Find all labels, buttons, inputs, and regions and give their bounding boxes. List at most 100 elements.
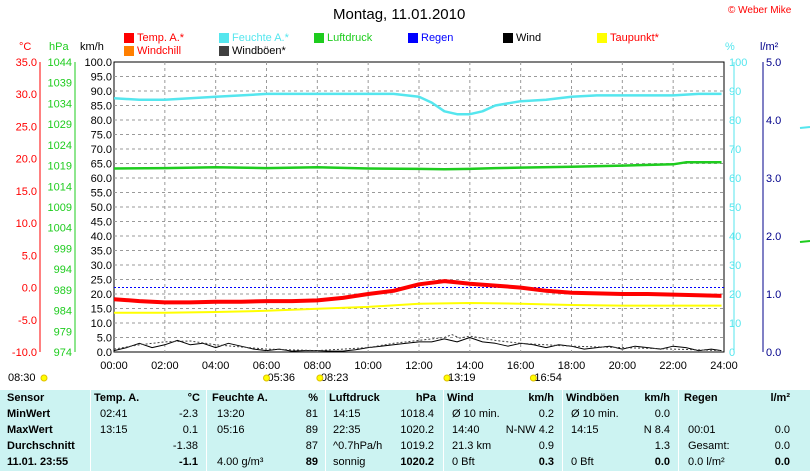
table-row-label: Durchschnitt (7, 440, 75, 452)
table-cell: 14:15 (571, 424, 599, 436)
rain-tick-label: 5.0 (766, 57, 781, 69)
temp-tick-label: 30.0 (16, 89, 37, 101)
table-header: km/h (644, 392, 670, 404)
sun-marker-icon (40, 374, 48, 382)
legend-swatch (408, 33, 418, 43)
wind-tick-label: 25.0 (91, 275, 112, 287)
table-header: Windböen (566, 392, 620, 404)
table-cell: 87 (305, 440, 318, 452)
pressure-tick-label: 1014 (48, 181, 72, 193)
legend-swatch (314, 33, 324, 43)
table-cell: 0 Bft (571, 456, 594, 468)
temp-tick-label: 35.0 (16, 57, 37, 69)
x-tick-label: 04:00 (202, 360, 230, 372)
temp-tick-label: 10.0 (16, 218, 37, 230)
series-line-wind (113, 337, 722, 352)
series-line-luftdruck (113, 161, 722, 171)
marker-time-label: 08:23 (321, 372, 349, 384)
table-header: l/m² (770, 392, 790, 404)
table-cell: 89 (305, 456, 318, 468)
sun-marker-icon (443, 374, 451, 382)
legend-label: Feuchte A.* (232, 32, 289, 44)
table-row-label: MinWert (7, 408, 51, 420)
sun-marker-icon (529, 374, 537, 382)
humidity-tick-label: 70 (729, 144, 741, 156)
wind-tick-label: 10.0 (91, 318, 112, 330)
table-divider (90, 390, 91, 471)
temp-tick-label: 20.0 (16, 154, 37, 166)
rain-tick-label: 3.0 (766, 173, 781, 185)
pressure-tick-label: 1004 (48, 223, 72, 235)
legend-item: Feuchte A.* (219, 32, 289, 44)
humidity-tick-label: 30 (729, 260, 741, 272)
table-cell: 1020.2 (400, 424, 434, 436)
table-cell: 02:41 (100, 408, 128, 420)
marker-time-label: 05:36 (268, 372, 296, 384)
marker-time-label: 13:19 (448, 372, 476, 384)
table-cell: 0.2 (538, 408, 554, 420)
table-cell: 00:01 (688, 424, 716, 436)
wind-tick-label: 0.0 (97, 347, 112, 359)
x-tick-label: 06:00 (253, 360, 281, 372)
unit-pressure: hPa (49, 41, 69, 53)
table-cell: 0.9 (538, 440, 554, 452)
legend-item: Windchill (124, 45, 181, 57)
table-cell: 0.0 (774, 440, 790, 452)
table-cell: -1.38 (172, 440, 198, 452)
wind-tick-label: 70.0 (91, 144, 112, 156)
legend-label: Windchill (137, 45, 182, 57)
table-row-label: MaxWert (7, 424, 53, 436)
table-divider (206, 390, 207, 471)
table-header: hPa (415, 392, 436, 404)
x-tick-label: 18:00 (558, 360, 586, 372)
marker-time-label: 16:54 (534, 372, 562, 384)
pressure-tick-label: 999 (54, 243, 72, 255)
sun-marker-icon (263, 374, 270, 382)
table-cell: 1020.2 (400, 456, 434, 468)
legend-label: Wind (516, 32, 542, 44)
x-tick-label: 16:00 (507, 360, 535, 372)
pressure-tick-label: 984 (54, 306, 72, 318)
pressure-tick-label: 1039 (48, 78, 72, 90)
table-cell: 13:20 (217, 408, 245, 420)
humidity-tick-label: 40 (729, 231, 741, 243)
wind-tick-label: 15.0 (91, 304, 112, 316)
table-cell: 81 (305, 408, 318, 420)
table-cell: 14:15 (333, 408, 361, 420)
pressure-tick-label: 979 (54, 326, 72, 338)
temp-tick-label: -10.0 (12, 347, 37, 359)
table-header: Feuchte A. (212, 392, 268, 404)
table-header: Wind (447, 392, 474, 404)
table-cell: ^0.7hPa/h (333, 440, 383, 452)
wind-tick-label: 75.0 (91, 130, 112, 142)
pressure-tick-label: 1019 (48, 161, 72, 173)
pressure-tick-label: 1034 (48, 98, 72, 110)
wind-tick-label: 95.0 (91, 72, 112, 84)
rain-tick-label: 2.0 (766, 231, 781, 243)
wind-tick-label: 60.0 (91, 173, 112, 185)
table-divider (562, 390, 563, 471)
x-tick-label: 12:00 (405, 360, 433, 372)
x-tick-label: 14:00 (456, 360, 484, 372)
wind-tick-label: 50.0 (91, 202, 112, 214)
table-row-label: 11.01. 23:55 (7, 456, 69, 468)
wind-tick-label: 40.0 (91, 231, 112, 243)
legend-item: Luftdruck (314, 32, 372, 44)
table-cell: 89 (305, 424, 318, 436)
table-cell: N-NW 4.2 (505, 424, 554, 436)
copyright-label: © Weber Mike (728, 5, 792, 16)
table-cell: 1.3 (654, 440, 670, 452)
table-header: Regen (684, 392, 718, 404)
legend-label: Windböen* (232, 45, 286, 57)
legend-label: Temp. A.* (137, 32, 185, 44)
temp-tick-label: 5.0 (22, 250, 37, 262)
legend-item: Temp. A.* (124, 32, 184, 44)
table-cell: Ø 10 min. (571, 408, 619, 420)
pressure-tick-label: 1009 (48, 202, 72, 214)
wind-tick-label: 20.0 (91, 289, 112, 301)
wind-tick-label: 65.0 (91, 159, 112, 171)
table-divider (443, 390, 444, 471)
x-tick-label: 00:00 (100, 360, 128, 372)
wind-tick-label: 90.0 (91, 86, 112, 98)
rain-tick-label: 0.0 (766, 347, 781, 359)
